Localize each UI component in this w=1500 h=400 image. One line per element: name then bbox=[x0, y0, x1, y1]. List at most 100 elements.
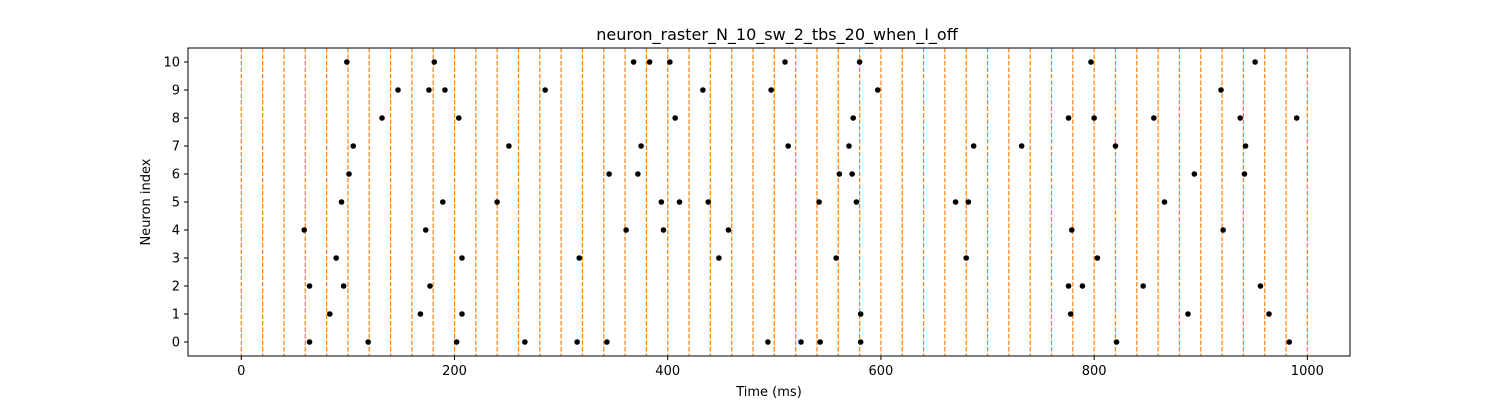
spike-point bbox=[1088, 59, 1094, 65]
spike-point bbox=[338, 199, 345, 205]
spike-point bbox=[395, 87, 401, 93]
spike-point bbox=[1112, 143, 1119, 149]
spike-point bbox=[768, 87, 774, 93]
spike-point bbox=[1257, 283, 1264, 289]
spike-point bbox=[646, 59, 653, 65]
y-tick-label: 2 bbox=[172, 280, 180, 295]
y-tick-label: 7 bbox=[172, 140, 180, 155]
spike-point bbox=[660, 227, 667, 233]
x-tick-label: 800 bbox=[1082, 364, 1107, 379]
spike-point bbox=[705, 199, 712, 205]
spike-point bbox=[658, 199, 665, 205]
spike-point bbox=[1065, 283, 1072, 289]
spike-point bbox=[1293, 115, 1300, 121]
spike-point bbox=[635, 171, 641, 177]
y-tick-label: 6 bbox=[172, 168, 180, 183]
spike-point bbox=[700, 87, 706, 93]
spike-point bbox=[453, 339, 460, 345]
x-tick-label: 1000 bbox=[1291, 364, 1324, 379]
spike-point bbox=[672, 115, 678, 121]
spike-point bbox=[952, 199, 959, 205]
spike-point bbox=[963, 255, 970, 261]
y-tick-label: 4 bbox=[172, 224, 180, 239]
spike-point bbox=[1140, 283, 1146, 289]
spike-point bbox=[782, 59, 788, 65]
x-axis-ticks: 0 200 400 600 800 1000 bbox=[237, 356, 1324, 379]
spike-point bbox=[417, 311, 424, 317]
spike-point bbox=[301, 227, 308, 233]
spike-point bbox=[725, 227, 732, 233]
spike-point bbox=[765, 339, 771, 345]
spike-point bbox=[306, 339, 313, 345]
spike-point bbox=[1266, 311, 1272, 317]
spike-point bbox=[798, 339, 804, 345]
spike-point bbox=[1067, 311, 1074, 317]
y-tick-label: 10 bbox=[163, 56, 180, 71]
spike-point bbox=[459, 255, 465, 261]
spike-point bbox=[1113, 339, 1120, 345]
spike-point bbox=[426, 87, 432, 93]
spike-point bbox=[542, 87, 548, 93]
x-tick-label: 400 bbox=[655, 364, 680, 379]
spike-point bbox=[856, 59, 863, 65]
y-tick-label: 3 bbox=[172, 252, 180, 267]
spike-point bbox=[442, 87, 448, 93]
spike-point bbox=[574, 339, 580, 345]
spike-point bbox=[604, 339, 610, 345]
spike-point bbox=[422, 227, 429, 233]
spike-point bbox=[340, 283, 347, 289]
spike-point bbox=[1018, 143, 1025, 149]
spike-point bbox=[1065, 115, 1072, 121]
spike-point bbox=[326, 311, 333, 317]
spike-point bbox=[638, 143, 644, 149]
spike-point bbox=[576, 255, 583, 261]
spike-point bbox=[379, 115, 385, 121]
chart-title: neuron_raster_N_10_sw_2_tbs_20_when_I_of… bbox=[596, 25, 958, 45]
spike-point bbox=[676, 199, 683, 205]
spike-point bbox=[1242, 143, 1249, 149]
spike-point bbox=[970, 143, 977, 149]
spike-point bbox=[817, 339, 823, 345]
spike-point bbox=[506, 143, 512, 149]
y-tick-label: 9 bbox=[172, 84, 180, 99]
spike-point bbox=[455, 115, 462, 121]
y-axis-ticks: 0 1 2 3 4 5 6 7 8 9 10 bbox=[163, 56, 188, 351]
spike-markers bbox=[301, 59, 1300, 345]
spike-point bbox=[459, 311, 465, 317]
spike-point bbox=[965, 199, 972, 205]
spike-point bbox=[857, 311, 864, 317]
spike-point bbox=[1068, 227, 1075, 233]
spike-point bbox=[606, 171, 612, 177]
spike-point bbox=[667, 59, 673, 65]
spike-point bbox=[1237, 115, 1243, 121]
spike-point bbox=[522, 339, 528, 345]
spike-point bbox=[857, 339, 864, 345]
spike-point bbox=[1151, 115, 1157, 121]
spike-point bbox=[850, 115, 857, 121]
spike-point bbox=[365, 339, 371, 345]
y-tick-label: 8 bbox=[172, 112, 180, 127]
spike-point bbox=[350, 143, 357, 149]
spike-point bbox=[431, 59, 438, 65]
spike-point bbox=[623, 227, 629, 233]
spike-point bbox=[1252, 59, 1258, 65]
spike-point bbox=[853, 199, 860, 205]
spike-point bbox=[716, 255, 722, 261]
y-tick-label: 0 bbox=[172, 336, 180, 351]
spike-point bbox=[1220, 227, 1226, 233]
x-tick-label: 600 bbox=[869, 364, 894, 379]
spike-point bbox=[1286, 339, 1293, 345]
spike-point bbox=[785, 143, 791, 149]
spike-point bbox=[836, 171, 843, 177]
y-tick-label: 5 bbox=[172, 196, 180, 211]
spike-point bbox=[1191, 171, 1198, 177]
x-axis-label: Time (ms) bbox=[735, 385, 802, 400]
spike-point bbox=[494, 199, 500, 205]
spike-point bbox=[333, 255, 339, 261]
spike-point bbox=[1241, 171, 1248, 177]
spike-point bbox=[427, 283, 433, 289]
spike-point bbox=[346, 171, 352, 177]
x-tick-label: 0 bbox=[237, 364, 245, 379]
